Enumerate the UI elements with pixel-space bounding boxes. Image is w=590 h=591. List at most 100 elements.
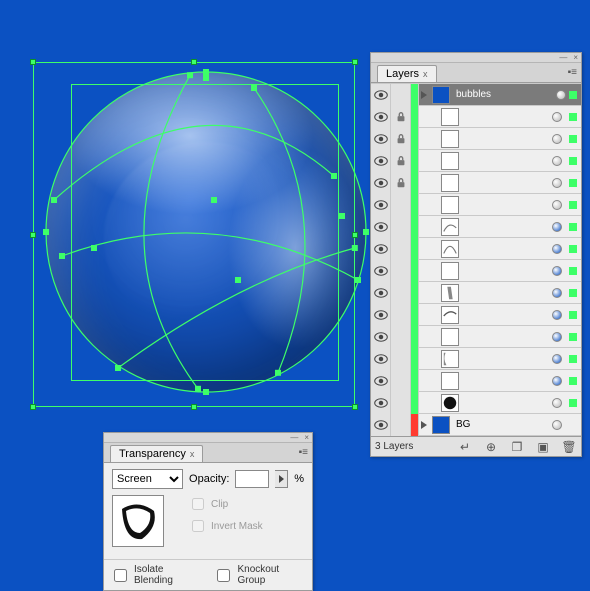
target-icon[interactable] [549, 200, 565, 210]
visibility-toggle[interactable] [371, 326, 391, 348]
lock-toggle[interactable] [391, 84, 411, 106]
visibility-toggle[interactable] [371, 216, 391, 238]
visibility-toggle[interactable] [371, 128, 391, 150]
resize-handle[interactable] [191, 59, 197, 65]
target-icon[interactable] [549, 134, 565, 144]
tab-close-icon[interactable]: x [190, 449, 195, 459]
panel-titlebar[interactable]: — × [371, 53, 581, 63]
delete-layer-icon[interactable]: 🗑 [561, 440, 577, 454]
resize-handle[interactable] [191, 404, 197, 410]
resize-handle[interactable] [30, 59, 36, 65]
visibility-toggle[interactable] [371, 348, 391, 370]
canvas-area[interactable] [0, 0, 370, 420]
visibility-toggle[interactable] [371, 260, 391, 282]
visibility-toggle[interactable] [371, 282, 391, 304]
expand-icon[interactable] [421, 421, 427, 429]
visibility-toggle[interactable] [371, 106, 391, 128]
target-icon[interactable] [549, 420, 565, 430]
sublayer-row[interactable] [371, 238, 581, 260]
target-icon[interactable] [549, 178, 565, 188]
minimize-icon[interactable]: — [559, 53, 567, 62]
lock-toggle[interactable] [391, 106, 411, 128]
sublayer-row[interactable] [371, 326, 581, 348]
visibility-toggle[interactable] [371, 150, 391, 172]
sublayer-row[interactable] [371, 194, 581, 216]
lock-toggle[interactable] [391, 172, 411, 194]
new-layer-icon[interactable]: ▣ [535, 440, 551, 454]
lock-toggle[interactable] [391, 128, 411, 150]
visibility-toggle[interactable] [371, 238, 391, 260]
layers-panel[interactable]: — × Layersx ▪≡ bubblesBG 3 Layers ↵ ⊕ ❐ … [370, 52, 582, 457]
opacity-stepper-icon[interactable] [275, 470, 288, 488]
panel-menu-icon[interactable]: ▪≡ [568, 67, 577, 78]
visibility-toggle[interactable] [371, 414, 391, 436]
target-icon[interactable] [549, 266, 565, 276]
layer-name[interactable]: BG [454, 419, 549, 430]
make-clipping-mask-icon[interactable]: ↵ [457, 440, 473, 454]
resize-handle[interactable] [30, 232, 36, 238]
lock-toggle[interactable] [391, 216, 411, 238]
lock-toggle[interactable] [391, 370, 411, 392]
expand-icon[interactable] [421, 91, 427, 99]
lock-toggle[interactable] [391, 392, 411, 414]
target-icon[interactable] [549, 222, 565, 232]
layer-name[interactable]: bubbles [454, 89, 553, 100]
opacity-input[interactable] [235, 470, 269, 488]
target-icon[interactable] [549, 112, 565, 122]
tab-close-icon[interactable]: x [423, 69, 428, 79]
transparency-panel[interactable]: — × Transparencyx ▪≡ Screen Opacity: % C… [103, 432, 313, 591]
visibility-toggle[interactable] [371, 84, 391, 106]
lock-toggle[interactable] [391, 194, 411, 216]
lock-toggle[interactable] [391, 282, 411, 304]
transparency-thumbnail[interactable] [112, 495, 164, 547]
visibility-toggle[interactable] [371, 370, 391, 392]
target-icon[interactable] [553, 90, 569, 100]
clip-checkbox[interactable]: Clip [188, 495, 263, 513]
sublayer-row[interactable] [371, 282, 581, 304]
lock-toggle[interactable] [391, 304, 411, 326]
visibility-toggle[interactable] [371, 392, 391, 414]
panel-titlebar[interactable]: — × [104, 433, 312, 443]
close-icon[interactable]: × [304, 433, 309, 442]
sublayer-row[interactable] [371, 150, 581, 172]
visibility-toggle[interactable] [371, 194, 391, 216]
target-icon[interactable] [549, 354, 565, 364]
sublayer-row[interactable] [371, 106, 581, 128]
close-icon[interactable]: × [573, 53, 578, 62]
target-icon[interactable] [549, 332, 565, 342]
lock-toggle[interactable] [391, 414, 411, 436]
visibility-toggle[interactable] [371, 304, 391, 326]
sublayer-row[interactable] [371, 348, 581, 370]
target-icon[interactable] [549, 288, 565, 298]
new-sublayer-icon[interactable]: ❐ [509, 440, 525, 454]
visibility-toggle[interactable] [371, 172, 391, 194]
resize-handle[interactable] [352, 404, 358, 410]
target-icon[interactable] [549, 376, 565, 386]
sublayer-row[interactable] [371, 392, 581, 414]
target-icon[interactable] [549, 156, 565, 166]
layer-row-bg[interactable]: BG [371, 414, 581, 436]
resize-handle[interactable] [352, 232, 358, 238]
sublayer-row[interactable] [371, 172, 581, 194]
target-icon[interactable] [549, 398, 565, 408]
bounding-box-inner[interactable] [71, 84, 339, 381]
locate-object-icon[interactable]: ⊕ [483, 440, 499, 454]
blend-mode-select[interactable]: Screen [112, 469, 183, 489]
layer-row-header[interactable]: bubbles [371, 84, 581, 106]
sublayer-row[interactable] [371, 128, 581, 150]
tab-layers[interactable]: Layersx [377, 65, 437, 82]
panel-menu-icon[interactable]: ▪≡ [299, 447, 308, 458]
sublayer-row[interactable] [371, 304, 581, 326]
lock-toggle[interactable] [391, 260, 411, 282]
invert-mask-checkbox[interactable]: Invert Mask [188, 517, 263, 535]
minimize-icon[interactable]: — [290, 433, 298, 442]
lock-toggle[interactable] [391, 348, 411, 370]
target-icon[interactable] [549, 310, 565, 320]
sublayer-row[interactable] [371, 216, 581, 238]
isolate-blending-checkbox[interactable]: Isolate Blending [110, 564, 201, 586]
tab-transparency[interactable]: Transparencyx [110, 445, 203, 462]
lock-toggle[interactable] [391, 238, 411, 260]
resize-handle[interactable] [30, 404, 36, 410]
target-icon[interactable] [549, 244, 565, 254]
sublayer-row[interactable] [371, 370, 581, 392]
